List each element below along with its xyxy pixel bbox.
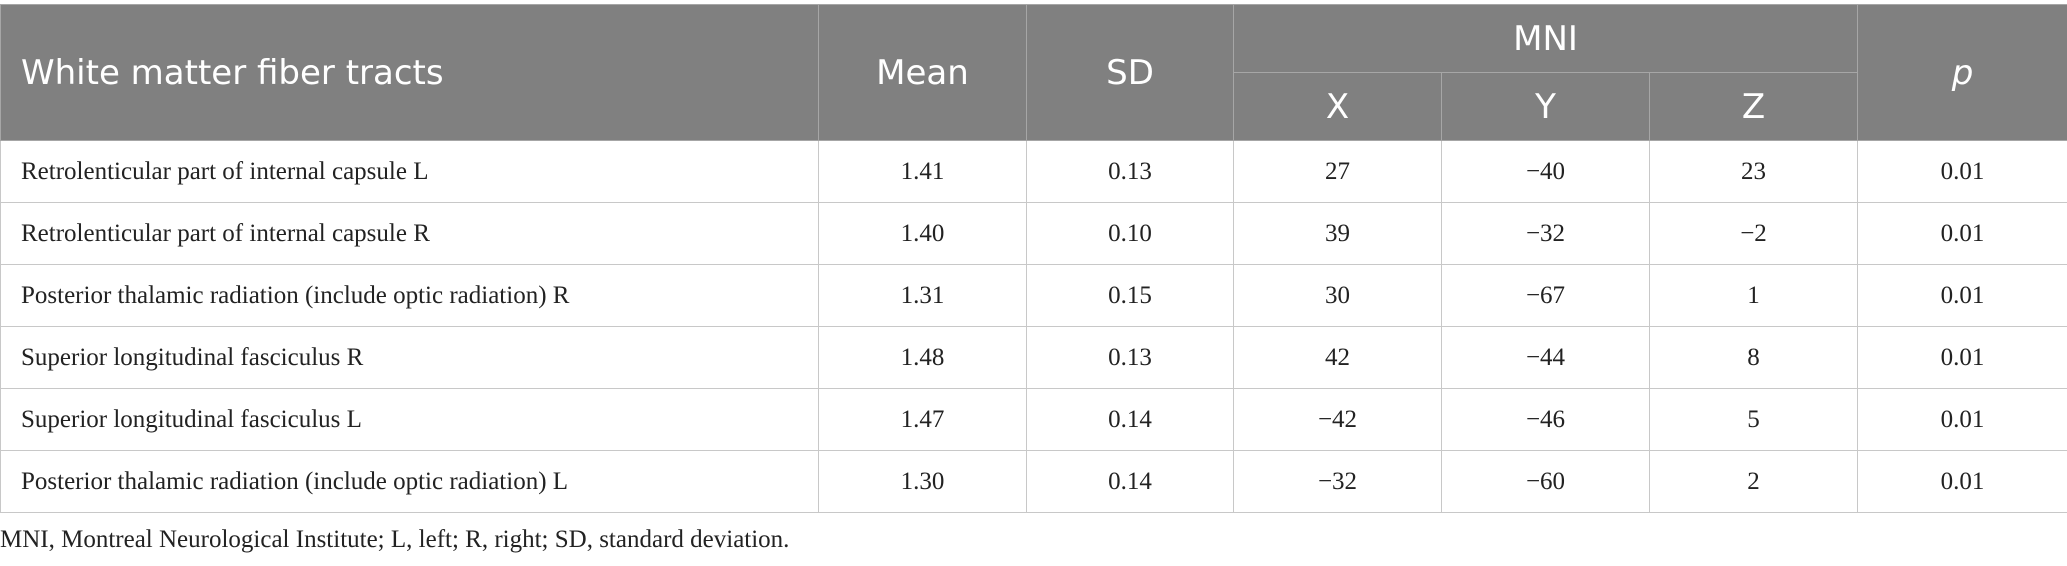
cell-y: −44 (1441, 326, 1650, 389)
cell-p: 0.01 (1857, 388, 2067, 451)
cell-z: 8 (1648, 326, 1859, 389)
cell-sd: 0.14 (1026, 388, 1234, 451)
cell-tract: Superior longitudinal fasciculus L (0, 388, 819, 451)
cell-mean: 1.41 (818, 140, 1027, 203)
header-mean: Mean (818, 4, 1027, 141)
cell-x: −32 (1233, 450, 1442, 513)
cell-mean: 1.40 (818, 202, 1027, 265)
table-footnote: MNI, Montreal Neurological Institute; L,… (0, 526, 790, 553)
cell-sd: 0.14 (1026, 450, 1234, 513)
table-header: White matter fiber tracts Mean SD MNI p … (0, 4, 2067, 141)
header-y: Y (1441, 72, 1650, 141)
cell-tract: Retrolenticular part of internal capsule… (0, 140, 819, 203)
table-row: Posterior thalamic radiation (include op… (0, 450, 2067, 513)
cell-z: 2 (1648, 450, 1859, 513)
cell-p: 0.01 (1857, 450, 2067, 513)
cell-x: −42 (1233, 388, 1442, 451)
cell-mean: 1.30 (818, 450, 1027, 513)
cell-z: 1 (1648, 264, 1859, 327)
cell-x: 30 (1233, 264, 1442, 327)
cell-x: 27 (1233, 140, 1442, 203)
cell-p: 0.01 (1857, 202, 2067, 265)
results-table: White matter fiber tracts Mean SD MNI p … (0, 4, 2067, 513)
cell-p: 0.01 (1857, 326, 2067, 389)
header-mni: MNI (1232, 4, 1859, 73)
cell-mean: 1.47 (818, 388, 1027, 451)
table-row: Retrolenticular part of internal capsule… (0, 202, 2067, 265)
cell-z: −2 (1648, 202, 1859, 265)
cell-tract: Retrolenticular part of internal capsule… (0, 202, 819, 265)
header-p: p (1857, 4, 2067, 141)
cell-tract: Posterior thalamic radiation (include op… (0, 450, 819, 513)
table-wrapper: White matter fiber tracts Mean SD MNI p … (0, 4, 2067, 513)
cell-sd: 0.13 (1026, 326, 1234, 389)
header-z: Z (1648, 72, 1859, 141)
header-sd: SD (1026, 4, 1234, 141)
cell-p: 0.01 (1857, 264, 2067, 327)
table-row: Retrolenticular part of internal capsule… (0, 140, 2067, 203)
cell-sd: 0.15 (1026, 264, 1234, 327)
cell-y: −60 (1441, 450, 1650, 513)
cell-mean: 1.31 (818, 264, 1027, 327)
cell-y: −67 (1441, 264, 1650, 327)
table-row: Superior longitudinal fasciculus L 1.47 … (0, 388, 2067, 451)
cell-z: 5 (1648, 388, 1859, 451)
cell-y: −40 (1441, 140, 1650, 203)
header-x: X (1233, 72, 1442, 141)
header-tract: White matter fiber tracts (0, 4, 819, 141)
cell-p: 0.01 (1857, 140, 2067, 203)
cell-z: 23 (1648, 140, 1859, 203)
cell-y: −32 (1441, 202, 1650, 265)
cell-sd: 0.13 (1026, 140, 1234, 203)
cell-mean: 1.48 (818, 326, 1027, 389)
cell-y: −46 (1441, 388, 1650, 451)
cell-x: 42 (1233, 326, 1442, 389)
cell-sd: 0.10 (1026, 202, 1234, 265)
cell-x: 39 (1233, 202, 1442, 265)
table-row: Posterior thalamic radiation (include op… (0, 264, 2067, 327)
cell-tract: Superior longitudinal fasciculus R (0, 326, 819, 389)
cell-tract: Posterior thalamic radiation (include op… (0, 264, 819, 327)
table-row: Superior longitudinal fasciculus R 1.48 … (0, 326, 2067, 389)
table-body: Retrolenticular part of internal capsule… (0, 140, 2067, 513)
